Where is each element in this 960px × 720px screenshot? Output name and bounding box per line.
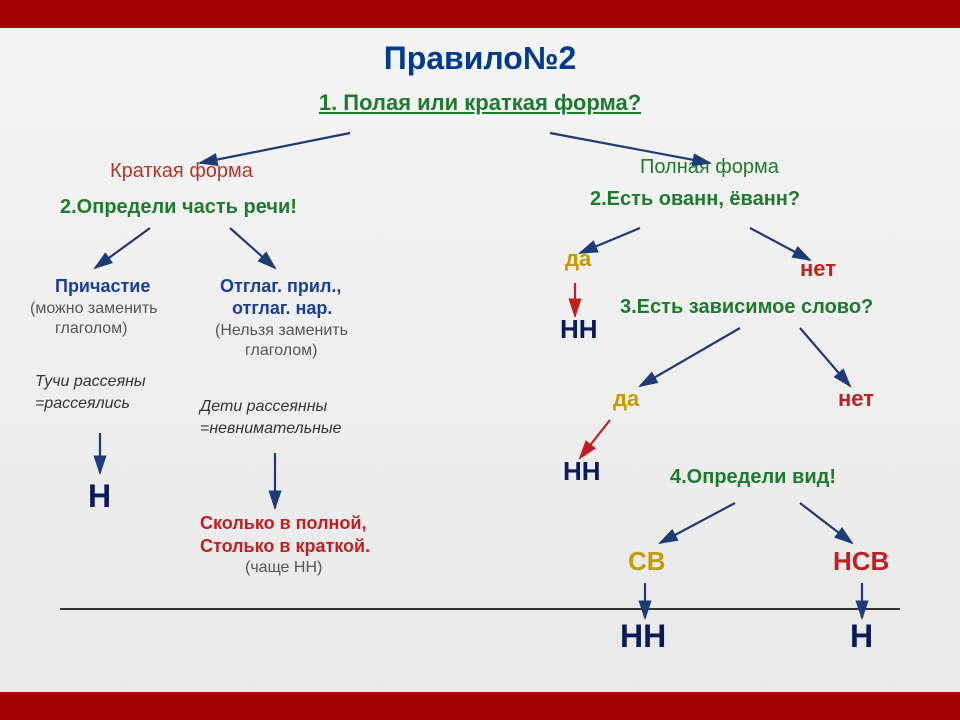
participle-note1: (можно заменить: [30, 300, 158, 318]
left-q2: 2.Определи часть речи!: [60, 196, 297, 219]
nsv-label: НСВ: [833, 546, 889, 577]
verbal-adj-note1: (Нельзя заменить: [215, 322, 348, 340]
verbal-adj-note2: глаголом): [245, 342, 318, 360]
sv-label: СВ: [628, 546, 666, 577]
participle-ex1: Тучи рассеяны: [35, 373, 146, 391]
da-1: да: [565, 246, 591, 272]
short-form-header: Краткая форма: [110, 160, 253, 183]
nn-1: НН: [560, 314, 598, 345]
question-1: 1. Полая или краткая форма?: [0, 90, 960, 116]
right-q4: 4.Определи вид!: [670, 466, 836, 489]
conclusion2: Столько в краткой.: [200, 536, 370, 557]
conclusion1: Сколько в полной,: [200, 513, 366, 534]
right-q3: 3.Есть зависимое слово?: [620, 296, 873, 319]
verbal-adj-title1: Отглаг. прил.,: [220, 276, 341, 297]
net-1: нет: [800, 256, 836, 282]
nn-final: НН: [620, 618, 666, 655]
verbal-adj-ex1: Дети рассеянны: [200, 398, 327, 416]
participle-note2: глаголом): [55, 320, 128, 338]
rule-title: Правило№2: [0, 40, 960, 77]
right-q2: 2.Есть ованн, ёванн?: [590, 188, 800, 211]
n-final: Н: [850, 618, 873, 655]
net-2: нет: [838, 386, 874, 412]
participle-ex2: =рассеялись: [35, 395, 130, 413]
content-area: Правило№2 1. Полая или краткая форма? Кр…: [0, 28, 960, 692]
da-2: да: [613, 386, 639, 412]
full-form-header: Полная форма: [640, 156, 779, 179]
participle-result-n: Н: [88, 478, 111, 515]
verbal-adj-ex2: =невнимательные: [200, 420, 342, 438]
top-red-bar: [0, 0, 960, 28]
bottom-red-bar: [0, 692, 960, 720]
participle-title: Причастие: [55, 276, 150, 297]
verbal-adj-title2: отглаг. нар.: [232, 298, 332, 319]
nn-2: НН: [563, 456, 601, 487]
conclusion3: (чаще НН): [245, 559, 322, 577]
bottom-divider: [60, 608, 900, 610]
arrows-svg: [0, 28, 960, 692]
